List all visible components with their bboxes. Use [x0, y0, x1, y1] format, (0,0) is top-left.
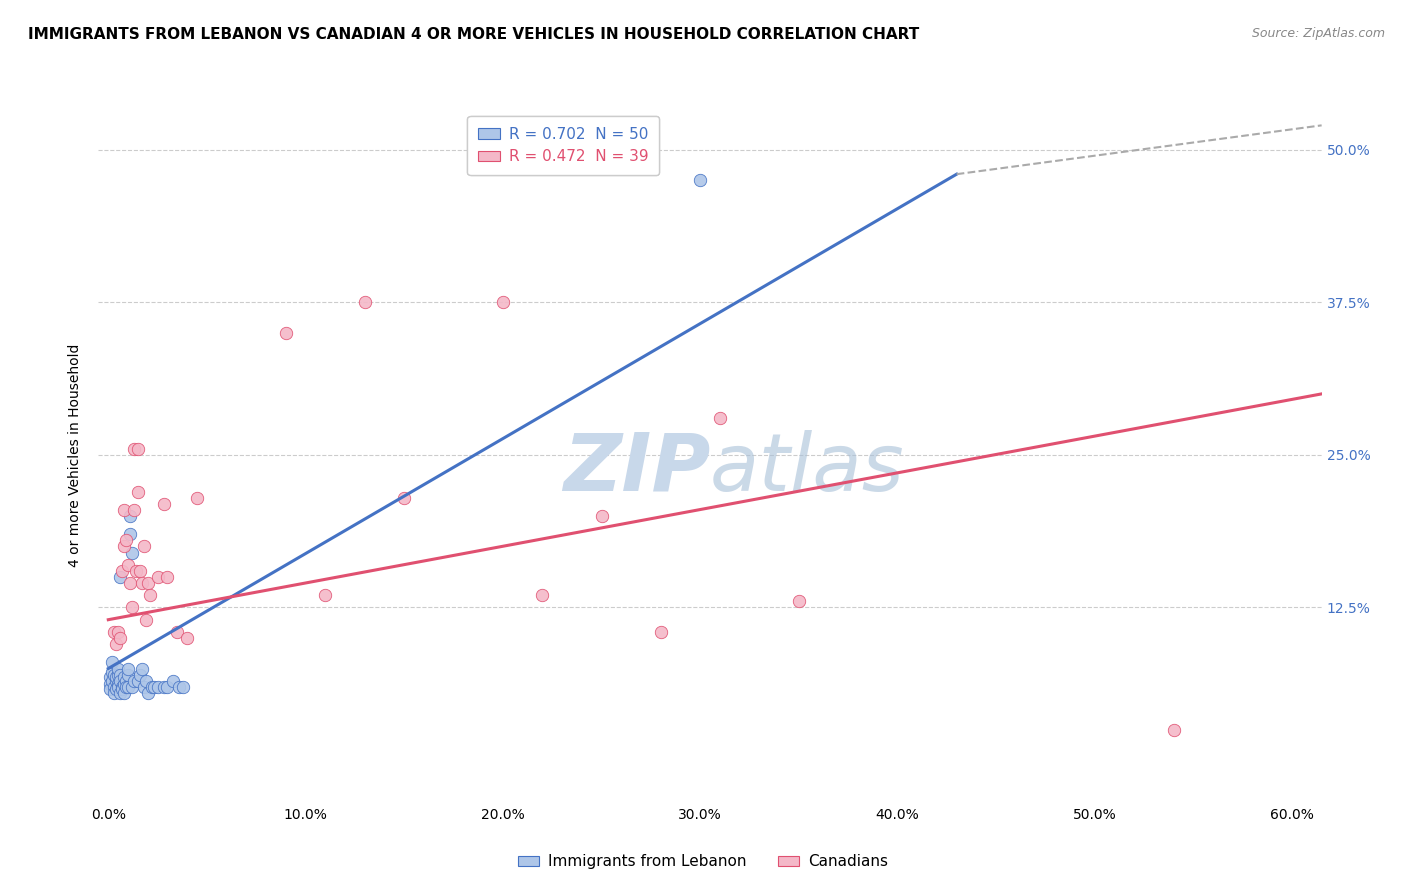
Text: ZIP: ZIP	[562, 430, 710, 508]
Point	[135, 673, 157, 688]
Text: Source: ZipAtlas.com: Source: ZipAtlas.com	[1251, 27, 1385, 40]
Point	[108, 686, 131, 700]
Point	[108, 631, 131, 645]
Point	[101, 656, 124, 670]
Legend: Immigrants from Lebanon, Canadians: Immigrants from Lebanon, Canadians	[512, 848, 894, 875]
Point	[112, 670, 135, 684]
Point	[108, 667, 131, 681]
Point	[112, 540, 135, 554]
Point	[117, 661, 139, 675]
Point	[121, 600, 143, 615]
Point	[141, 680, 163, 694]
Point	[117, 558, 139, 572]
Point	[121, 680, 143, 694]
Point	[111, 680, 134, 694]
Point	[122, 442, 145, 456]
Point	[531, 588, 554, 602]
Point	[591, 508, 613, 523]
Point	[118, 508, 141, 523]
Point	[131, 661, 153, 675]
Point	[128, 564, 150, 578]
Point	[101, 665, 124, 680]
Legend: R = 0.702  N = 50, R = 0.472  N = 39: R = 0.702 N = 50, R = 0.472 N = 39	[467, 116, 659, 175]
Point	[314, 588, 336, 602]
Point	[132, 680, 155, 694]
Point	[162, 673, 184, 688]
Point	[709, 411, 731, 425]
Point	[138, 588, 160, 602]
Point	[107, 624, 129, 639]
Point	[98, 670, 121, 684]
Point	[122, 503, 145, 517]
Point	[169, 680, 191, 694]
Point	[112, 503, 135, 517]
Point	[274, 326, 297, 340]
Point	[103, 624, 125, 639]
Point	[103, 686, 125, 700]
Point	[146, 570, 169, 584]
Point	[107, 667, 129, 681]
Point	[117, 667, 139, 681]
Point	[136, 576, 159, 591]
Point	[146, 680, 169, 694]
Point	[156, 680, 179, 694]
Point	[186, 491, 208, 505]
Point	[787, 594, 810, 608]
Point	[98, 677, 121, 691]
Point	[172, 680, 194, 694]
Point	[101, 673, 124, 688]
Point	[142, 680, 165, 694]
Point	[131, 576, 153, 591]
Point	[108, 673, 131, 688]
Point	[117, 680, 139, 694]
Text: atlas: atlas	[710, 430, 905, 508]
Point	[152, 497, 174, 511]
Point	[107, 680, 129, 694]
Point	[107, 661, 129, 675]
Point	[118, 576, 141, 591]
Point	[492, 295, 515, 310]
Point	[125, 564, 148, 578]
Point	[103, 680, 125, 694]
Point	[176, 631, 198, 645]
Point	[111, 564, 134, 578]
Point	[392, 491, 416, 505]
Y-axis label: 4 or more Vehicles in Household: 4 or more Vehicles in Household	[69, 343, 83, 566]
Point	[152, 680, 174, 694]
Point	[108, 570, 131, 584]
Point	[115, 680, 138, 694]
Point	[118, 527, 141, 541]
Text: IMMIGRANTS FROM LEBANON VS CANADIAN 4 OR MORE VEHICLES IN HOUSEHOLD CORRELATION : IMMIGRANTS FROM LEBANON VS CANADIAN 4 OR…	[28, 27, 920, 42]
Point	[650, 624, 672, 639]
Point	[112, 677, 135, 691]
Point	[112, 686, 135, 700]
Point	[121, 545, 143, 559]
Point	[127, 673, 149, 688]
Point	[105, 637, 128, 651]
Point	[127, 484, 149, 499]
Point	[107, 677, 129, 691]
Point	[111, 682, 134, 697]
Point	[105, 673, 128, 688]
Point	[127, 442, 149, 456]
Point	[115, 673, 138, 688]
Point	[156, 570, 179, 584]
Point	[166, 624, 188, 639]
Point	[128, 667, 150, 681]
Point	[105, 670, 128, 684]
Point	[689, 173, 711, 187]
Point	[353, 295, 375, 310]
Point	[103, 667, 125, 681]
Point	[135, 613, 157, 627]
Point	[1163, 723, 1185, 737]
Point	[122, 673, 145, 688]
Point	[132, 540, 155, 554]
Point	[115, 533, 138, 548]
Point	[136, 686, 159, 700]
Point	[98, 682, 121, 697]
Point	[105, 682, 128, 697]
